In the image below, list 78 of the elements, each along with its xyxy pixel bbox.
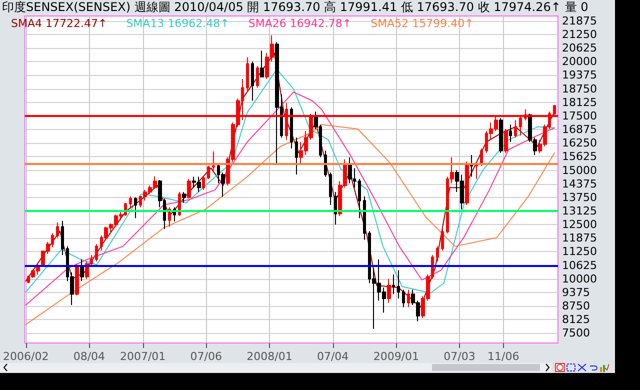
candlestick <box>509 124 512 143</box>
candlestick <box>499 118 503 154</box>
candlestick <box>324 150 327 178</box>
x-tick-label: 07/03 <box>444 350 476 363</box>
candlestick <box>134 196 137 219</box>
candlestick <box>392 274 395 295</box>
candlestick <box>436 246 439 262</box>
candlestick <box>465 161 469 206</box>
candlestick <box>260 50 264 78</box>
candlestick <box>95 244 98 262</box>
candlestick <box>275 42 279 164</box>
candlestick <box>75 263 79 296</box>
y-tick-label: 18125 <box>562 96 597 109</box>
candlestick <box>129 196 132 208</box>
y-tick-label: 15000 <box>562 164 597 177</box>
text: SMA13 16962.48↑ <box>126 17 230 30</box>
candlestick <box>187 178 191 200</box>
candlestick <box>514 120 517 138</box>
candlestick <box>387 278 391 304</box>
candlestick <box>212 150 215 171</box>
candlestick <box>363 196 366 240</box>
y-tick-label: 20625 <box>562 42 597 55</box>
y-tick-label: 21250 <box>562 28 597 41</box>
candlestick <box>348 156 352 184</box>
y-tick-label: 16875 <box>562 123 597 136</box>
x-tick-label: 2009/01 <box>373 350 420 363</box>
x-tick-label: 07/06 <box>190 350 222 363</box>
candlestick <box>441 228 444 252</box>
y-tick-label: 13125 <box>562 204 597 218</box>
line-series <box>25 124 556 326</box>
candlestick <box>397 270 400 299</box>
candlestick <box>182 191 186 204</box>
candlestick <box>246 56 249 93</box>
x-tick-label: 07/04 <box>316 350 349 363</box>
candlestick <box>80 258 84 282</box>
y-tick-label: 11250 <box>562 245 597 258</box>
text: SMA52 15799.40↑ <box>370 17 474 30</box>
x-tick-label: 2006/02 <box>2 350 49 363</box>
candlestick <box>504 128 508 154</box>
y-tick-label: 17500 <box>562 109 597 122</box>
candlestick <box>251 61 254 102</box>
y-tick-label: 21875 <box>562 14 597 28</box>
y-tick-label: 15625 <box>562 150 597 164</box>
text: SMA4 17722.47↑ <box>11 17 108 30</box>
candlestick <box>407 289 410 308</box>
candlestick <box>402 289 405 308</box>
y-tick-label: 8750 <box>562 300 590 313</box>
y-tick-label: 19375 <box>562 68 597 82</box>
candlestick <box>256 65 259 88</box>
y-tick-label: 14375 <box>562 177 597 190</box>
x-tick-label: 11/06 <box>488 350 520 363</box>
candlestick <box>56 222 59 238</box>
candlestick <box>61 220 64 256</box>
y-tick-label: 13750 <box>562 190 597 204</box>
chart-title: 印度SENSEX(SENSEX) 週線圖 2010/04/05 開 17693.70 高 17991.41 低 17693.70 收 17974.26↑ 量 0 <box>2 0 588 14</box>
candlestick <box>480 148 483 166</box>
x-tick-label: 2008/01 <box>246 350 292 363</box>
candlestick <box>202 176 205 190</box>
y-tick-label: 11875 <box>562 232 597 245</box>
y-tick-label: 10000 <box>562 272 597 286</box>
y-tick-label: 20000 <box>562 55 597 68</box>
y-tick-label: 10625 <box>562 258 597 272</box>
y-tick-label: 7500 <box>562 326 590 340</box>
candlestick <box>207 165 210 180</box>
candlestick <box>295 137 298 176</box>
candlestick <box>329 172 332 206</box>
candlestick <box>290 106 293 150</box>
candlestick <box>358 178 361 219</box>
candlestick <box>178 191 181 216</box>
x-tick-label: 2007/01 <box>120 350 166 363</box>
y-tick-label: 12500 <box>562 218 597 232</box>
y-tick-label: 8125 <box>562 313 590 326</box>
y-tick-label: 16250 <box>562 136 597 150</box>
text: SMA26 16942.78↑ <box>248 17 352 30</box>
y-tick-label: 18750 <box>562 82 597 96</box>
x-tick-label: 08/04 <box>73 350 106 363</box>
y-tick-label: 9375 <box>562 286 590 299</box>
candlestick <box>334 191 337 226</box>
